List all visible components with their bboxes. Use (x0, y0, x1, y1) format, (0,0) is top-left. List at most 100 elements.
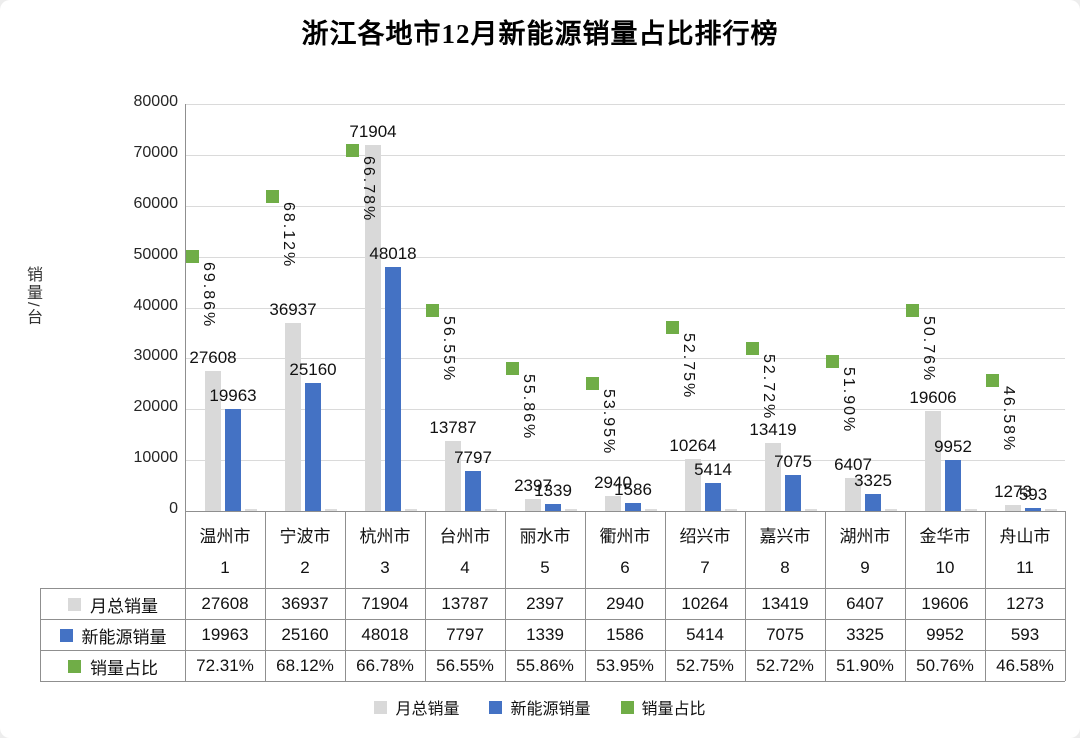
x-axis-line (185, 511, 1065, 512)
ratio-value-label: 50.76% (920, 316, 937, 383)
total-bar-value: 13787 (429, 417, 477, 437)
table-cell: 53.95% (596, 655, 654, 675)
y-tick-label: 70000 (133, 143, 179, 161)
table-cell: 19963 (201, 624, 249, 644)
total-bar (605, 496, 621, 511)
ratio-value-label: 52.72% (760, 354, 777, 421)
total-bar-value: 2397 (514, 475, 552, 495)
table-cell: 1339 (526, 624, 564, 644)
chart-title: 浙江各地市12月新能源销量占比排行榜 (301, 19, 779, 49)
city-rank: 2 (300, 557, 310, 577)
row-label: 销量占比 (90, 658, 158, 678)
table-cell: 25160 (281, 624, 329, 644)
ratio-value-label: 66.78% (360, 155, 377, 223)
city-header-cell: 丽水市 5 (505, 512, 585, 588)
ne-bar (225, 409, 241, 511)
table-cell: 56.55% (436, 655, 494, 675)
grid-line (185, 205, 1065, 207)
ne-bar-value: 9952 (934, 437, 972, 457)
ratio-tick-bar (885, 509, 897, 511)
ne-bar (945, 460, 961, 511)
ratio-tick-bar (805, 509, 817, 511)
ne-bar (705, 483, 721, 511)
ne-bar (785, 475, 801, 511)
total-bar-value: 1273 (994, 481, 1032, 501)
city-name: 台州市 (439, 527, 491, 547)
ratio-tick-bar (405, 509, 417, 511)
ne-bar (385, 266, 401, 511)
y-tick-label: 30000 (133, 347, 179, 365)
grid-line (185, 358, 1065, 360)
ne-bar-value: 593 (1018, 484, 1048, 504)
table-border (425, 511, 426, 681)
ratio-tick-bar (245, 509, 257, 511)
table-border (825, 511, 826, 681)
table-border (40, 650, 1065, 651)
table-border (40, 588, 1065, 589)
ne-bar-value: 7797 (454, 448, 492, 468)
ratio-marker-icon (426, 304, 439, 318)
table-border (40, 681, 1065, 682)
ratio-marker-icon (906, 304, 919, 318)
city-name: 绍兴市 (679, 527, 731, 547)
city-name: 杭州市 (359, 527, 411, 547)
city-header-cell: 金华市 10 (905, 512, 985, 588)
legend-label: 新能源销量 (510, 701, 591, 718)
y-tick-label: 50000 (133, 245, 179, 263)
total-bar (685, 458, 701, 511)
city-header-cell: 杭州市 3 (345, 512, 425, 588)
legend-label: 月总销量 (395, 701, 460, 718)
y-tick-label: 0 (169, 500, 178, 517)
table-cell: 72.31% (196, 655, 254, 675)
table-border (905, 511, 906, 681)
table-row-header: 月总销量 (41, 589, 185, 619)
ne-bar (865, 494, 881, 511)
table-row-header: 销量占比 (41, 651, 185, 681)
ne-bar (625, 502, 641, 511)
table-cell: 27608 (201, 593, 249, 613)
table-cell: 3325 (846, 624, 884, 644)
legend-item: 月总销量 (374, 695, 459, 719)
ratio-marker-icon (746, 342, 759, 356)
table-cell: 7797 (446, 624, 484, 644)
total-bar-value: 10264 (669, 435, 717, 455)
ne-bar (1025, 507, 1041, 511)
table-cell: 593 (1010, 624, 1040, 644)
city-header-cell: 衢州市 6 (585, 512, 665, 588)
ratio-value-label: 55.86% (520, 374, 537, 441)
table-border (1065, 511, 1066, 681)
table-cell: 48018 (361, 624, 409, 644)
ratio-value-label: 56.55% (440, 316, 457, 383)
city-header-cell: 绍兴市 7 (665, 512, 745, 588)
ne-bar-value: 7075 (774, 452, 812, 471)
table-cell: 68.12% (276, 655, 334, 675)
ne-bar (305, 382, 321, 511)
table-cell: 2940 (606, 593, 644, 613)
table-cell: 55.86% (516, 655, 574, 675)
table-cell: 46.58% (996, 655, 1054, 675)
city-name: 宁波市 (279, 527, 331, 547)
city-rank: 1 (220, 557, 230, 577)
table-border (345, 511, 346, 681)
table-cell: 9952 (926, 624, 964, 644)
ratio-tick-bar (1045, 509, 1057, 511)
table-cell: 71904 (361, 593, 409, 613)
row-label: 月总销量 (90, 596, 158, 616)
city-rank: 6 (620, 557, 630, 577)
table-cell: 52.72% (756, 655, 814, 675)
table-border (40, 619, 1065, 620)
table-cell: 13419 (761, 593, 809, 613)
total-bar (205, 370, 221, 511)
legend-swatch-icon (620, 700, 634, 714)
total-bar-value: 2940 (594, 473, 632, 493)
y-axis-line (185, 104, 186, 681)
total-bar (845, 478, 861, 511)
table-cell: 5414 (686, 624, 724, 644)
chart-legend: 月总销量 新能源销量 销量占比 (0, 695, 1080, 719)
y-tick-label: 40000 (133, 296, 179, 314)
ratio-value-label: 51.90% (840, 366, 857, 434)
table-cell: 2397 (526, 593, 564, 613)
grid-line (185, 256, 1065, 258)
